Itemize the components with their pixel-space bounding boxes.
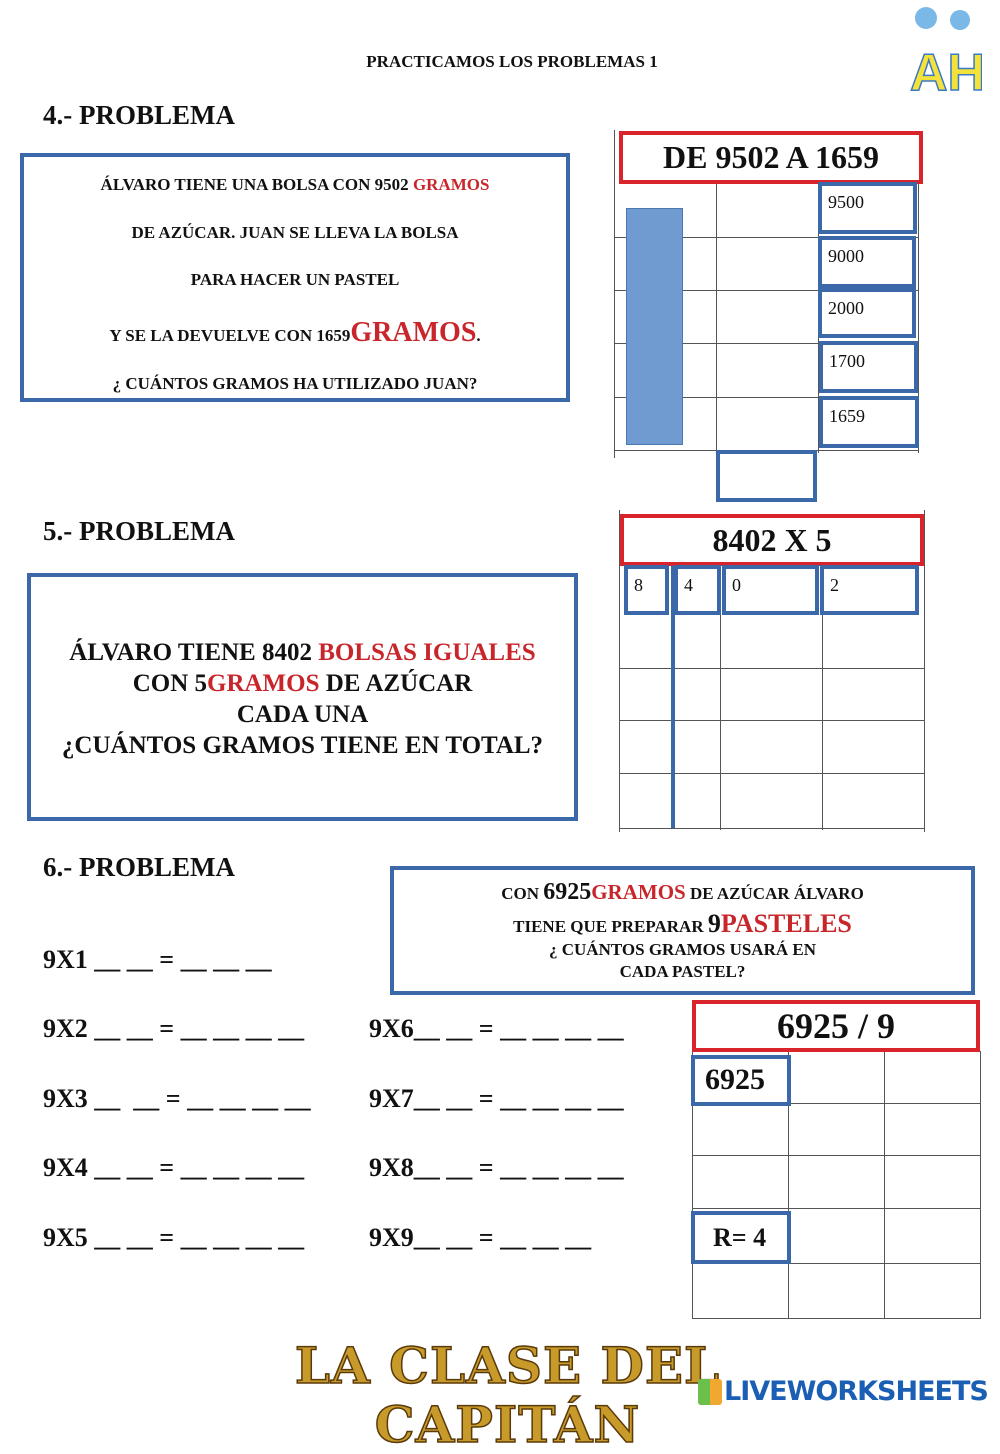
- text: TIENE QUE PREPARAR: [513, 917, 708, 936]
- text: .: [476, 326, 481, 345]
- highlight-text: BOLSAS IGUALES: [318, 639, 536, 666]
- operation-box: 8402 X 5: [620, 514, 924, 566]
- multiplication-row[interactable]: 9X5 __ __ = __ __ __ __: [43, 1223, 305, 1252]
- liveworksheets-brand[interactable]: LIVEWORKSHEETS: [698, 1376, 989, 1407]
- text: Y SE LA DEVUELVE CON 1659: [109, 326, 351, 345]
- step-input[interactable]: 1659: [819, 396, 919, 448]
- step-input[interactable]: 2000: [818, 288, 916, 338]
- digit-input[interactable]: 8: [624, 565, 669, 615]
- page-title: PRACTICAMOS LOS PROBLEMAS 1: [366, 52, 658, 71]
- multiplication-row[interactable]: 9X4 __ __ = __ __ __ __: [43, 1153, 305, 1182]
- digit-input[interactable]: 4: [674, 565, 721, 615]
- problem-6-heading: 6.- PROBLEMA: [43, 852, 235, 882]
- problem-5-statement: ÁLVARO TIENE 8402 BOLSAS IGUALES CON 5GR…: [27, 573, 578, 821]
- answer-input[interactable]: [716, 450, 817, 502]
- multiplication-row[interactable]: 9X9__ __ = __ __ __: [369, 1223, 592, 1252]
- multiplication-row[interactable]: 9X6__ __ = __ __ __ __: [369, 1014, 624, 1043]
- bar: [626, 208, 683, 445]
- text: ÁLVARO TIENE 8402: [69, 639, 319, 666]
- multiplication-row[interactable]: 9X3 __ __ = __ __ __ __: [43, 1084, 311, 1113]
- operation-box: 6925 / 9: [692, 1000, 980, 1052]
- liveworksheets-icon: [698, 1378, 722, 1405]
- digit-input[interactable]: 2: [820, 565, 919, 615]
- highlight-text: GRAMOS: [591, 880, 686, 904]
- logo-kids: AH: [902, 2, 986, 103]
- text: 9: [707, 909, 721, 938]
- text: ¿ CUÁNTOS GRAMOS HA UTILIZADO JUAN?: [112, 374, 478, 393]
- dividend-box[interactable]: 6925: [691, 1055, 791, 1106]
- multiplication-row[interactable]: 9X7__ __ = __ __ __ __: [369, 1084, 624, 1113]
- text: 6925: [543, 879, 592, 905]
- text: DE AZÚCAR: [319, 670, 473, 697]
- highlight-text: GRAMOS: [350, 317, 477, 348]
- step-input[interactable]: 9000: [818, 236, 916, 288]
- step-input[interactable]: 1700: [819, 341, 918, 393]
- problem-5-heading: 5.- PROBLEMA: [43, 516, 235, 546]
- text: CON: [501, 884, 544, 903]
- text: PARA HACER UN PASTEL: [190, 270, 400, 289]
- multiplication-row[interactable]: 9X2 __ __ = __ __ __ __: [43, 1014, 305, 1043]
- problem-6-statement: CON 6925GRAMOS DE AZÚCAR ÁLVARO TIENE QU…: [390, 866, 975, 995]
- svg-text:AH: AH: [910, 44, 982, 94]
- text: CADA UNA: [236, 701, 369, 728]
- text: ¿ CUÁNTOS GRAMOS USARÁ EN: [549, 940, 816, 959]
- remainder-input[interactable]: R= 4: [691, 1211, 791, 1264]
- highlight-text: PASTELES: [720, 909, 852, 938]
- problem-4-heading: 4.- PROBLEMA: [43, 100, 235, 130]
- text: DE AZÚCAR ÁLVARO: [685, 884, 864, 903]
- highlight-text: GRAMOS: [207, 670, 320, 697]
- digit-input[interactable]: 0: [722, 565, 819, 615]
- problem-4-statement: ÁLVARO TIENE UNA BOLSA CON 9502 GRAMOS D…: [20, 153, 570, 402]
- highlight-text: GRAMOS: [412, 175, 490, 194]
- operation-box: DE 9502 A 1659: [619, 131, 923, 184]
- multiplication-row[interactable]: 9X1 __ __ = __ __ __: [43, 945, 272, 974]
- text: CADA PASTEL?: [619, 962, 746, 981]
- text: DE AZÚCAR. JUAN SE LLEVA LA BOLSA: [131, 223, 459, 242]
- step-input[interactable]: 9500: [818, 182, 917, 234]
- text: CON 5: [132, 670, 207, 697]
- multiplication-row[interactable]: 9X8__ __ = __ __ __ __: [369, 1153, 624, 1182]
- text: ÁLVARO TIENE UNA BOLSA CON 9502: [100, 175, 413, 194]
- text: ¿CUÁNTOS GRAMOS TIENE EN TOTAL?: [61, 732, 544, 759]
- brand-text: LIVEWORKSHEETS: [724, 1376, 989, 1407]
